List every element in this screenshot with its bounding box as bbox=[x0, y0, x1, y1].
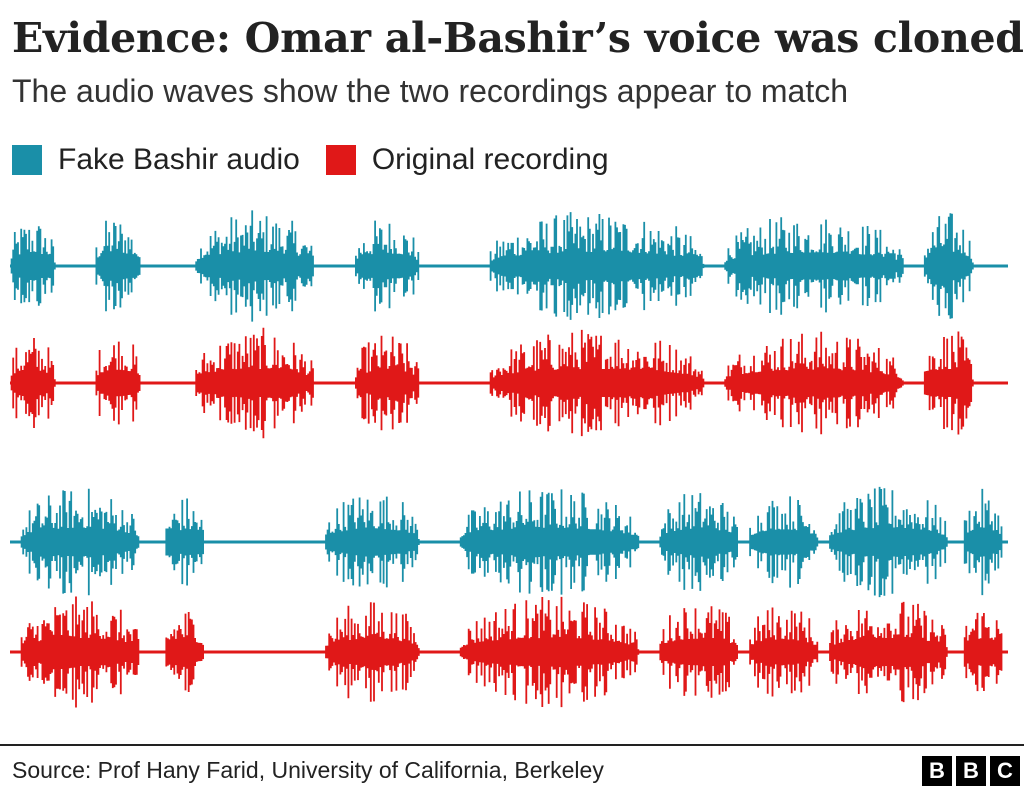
waveform-burst-2 bbox=[165, 612, 204, 692]
waveform-burst-6 bbox=[749, 496, 819, 588]
fake-waveform-segment-1 bbox=[10, 210, 1008, 322]
original-recording-label: Original recording bbox=[371, 143, 609, 176]
waveform-burst-5 bbox=[659, 493, 738, 591]
waveform-burst-4 bbox=[459, 489, 640, 595]
legend-item-original: Original recording bbox=[325, 143, 609, 177]
waveform-burst-7 bbox=[923, 331, 974, 435]
logo-letter-b1: B bbox=[922, 756, 952, 786]
waveform-burst-5 bbox=[489, 329, 705, 437]
waveform-burst-4 bbox=[459, 596, 640, 708]
fake-audio-label: Fake Bashir audio bbox=[58, 143, 300, 176]
waveform-burst-3 bbox=[195, 327, 314, 439]
fake-waveform-segment-2 bbox=[10, 486, 1008, 598]
waveform-burst-1 bbox=[10, 338, 56, 428]
footer-divider bbox=[0, 744, 1024, 746]
waveform-burst-3 bbox=[195, 210, 314, 322]
waveform-burst-7 bbox=[829, 601, 948, 703]
waveform-burst-2 bbox=[95, 220, 141, 312]
waveform-burst-4 bbox=[355, 335, 420, 431]
bbc-logo: B B C bbox=[918, 756, 1020, 786]
waveform-burst-7 bbox=[923, 213, 974, 319]
waveform-burst-4 bbox=[355, 220, 420, 312]
legend-item-fake: Fake Bashir audio bbox=[12, 143, 300, 177]
fake-audio-swatch bbox=[12, 145, 42, 175]
waveform-chart bbox=[10, 210, 1008, 708]
waveform-burst-6 bbox=[749, 607, 819, 697]
waveform-burst-3 bbox=[325, 496, 420, 588]
waveform-burst-6 bbox=[724, 217, 904, 315]
waveform-burst-5 bbox=[659, 606, 738, 698]
legend: Fake Bashir audio Original recording bbox=[12, 140, 635, 180]
chart-subtitle: The audio waves show the two recordings … bbox=[12, 73, 849, 109]
logo-letter-b2: B bbox=[956, 756, 986, 786]
waveform-burst-2 bbox=[95, 341, 141, 425]
original-waveform-segment-1 bbox=[10, 327, 1008, 439]
original-recording-swatch bbox=[325, 145, 356, 175]
waveform-burst-7 bbox=[829, 486, 948, 598]
waveform-burst-8 bbox=[963, 488, 1003, 596]
waveform-burst-1 bbox=[20, 488, 140, 596]
waveform-burst-1 bbox=[20, 596, 140, 708]
waveform-burst-2 bbox=[165, 498, 204, 586]
logo-letter-c: C bbox=[990, 756, 1020, 786]
waveform-burst-3 bbox=[325, 602, 420, 702]
waveform-burst-5 bbox=[489, 212, 705, 320]
chart-title: Evidence: Omar al-Bashir’s voice was clo… bbox=[12, 14, 1024, 62]
waveform-burst-8 bbox=[963, 612, 1003, 692]
waveform-burst-6 bbox=[724, 331, 904, 435]
source-note: Source: Prof Hany Farid, University of C… bbox=[12, 757, 604, 783]
waveform-burst-1 bbox=[10, 226, 56, 306]
original-waveform-segment-2 bbox=[10, 596, 1008, 708]
